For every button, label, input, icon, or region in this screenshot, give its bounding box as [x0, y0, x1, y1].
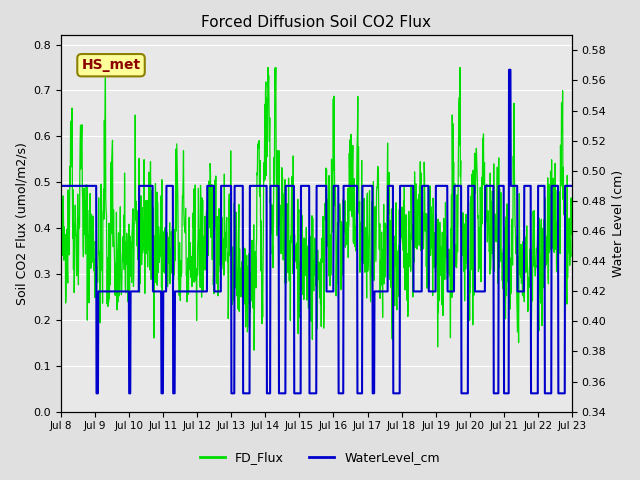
Legend: FD_Flux, WaterLevel_cm: FD_Flux, WaterLevel_cm [195, 446, 445, 469]
Text: HS_met: HS_met [81, 58, 141, 72]
Title: Forced Diffusion Soil CO2 Flux: Forced Diffusion Soil CO2 Flux [202, 15, 431, 30]
Y-axis label: Water Level (cm): Water Level (cm) [612, 170, 625, 277]
Y-axis label: Soil CO2 Flux (umol/m2/s): Soil CO2 Flux (umol/m2/s) [15, 142, 28, 305]
